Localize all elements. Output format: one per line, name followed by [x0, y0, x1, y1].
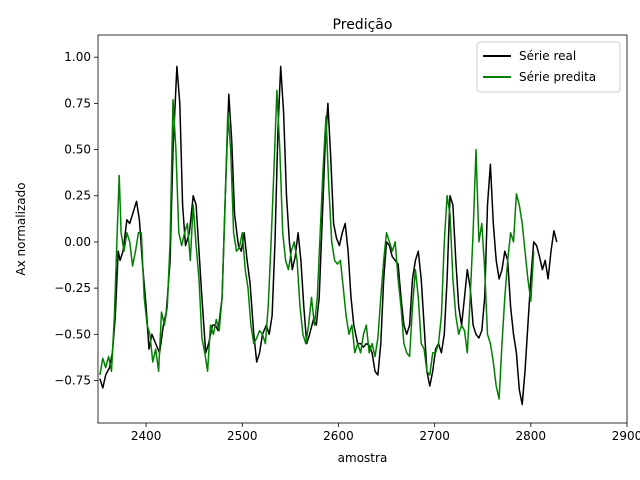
y-tick-label: 0.00: [64, 235, 91, 249]
x-tick-label: 2500: [227, 429, 258, 443]
legend-label-real: Série real: [519, 49, 576, 63]
legend-box: [476, 41, 621, 93]
y-tick-label: −0.25: [54, 281, 91, 295]
y-axis-label: Ax normalizado: [14, 182, 28, 275]
plot-area: [97, 34, 628, 424]
plot-frame: [97, 34, 628, 424]
y-tick-label: 0.75: [64, 96, 91, 110]
x-axis-label: amostra: [338, 451, 388, 465]
x-tick-label: 2700: [419, 429, 450, 443]
plot-background: [98, 35, 627, 423]
y-tick-label: 1.00: [64, 50, 91, 64]
y-axis-ticks: −0.75 −0.50 −0.25 0.00 0.25 0.50 0.75 1.00: [54, 50, 98, 388]
legend-label-predicted: Série predita: [519, 70, 596, 84]
x-tick-label: 2800: [516, 429, 547, 443]
chart-title: Predição: [333, 17, 393, 33]
y-tick-label: −0.50: [54, 327, 91, 341]
legend: Série real Série predita: [476, 41, 621, 93]
series-line-real: [99, 65, 558, 406]
x-axis-ticks: 2400 2500 2600 2700 2800 2900: [131, 423, 640, 443]
y-tick-label: 0.25: [64, 189, 91, 203]
series-line-predicted: [99, 89, 535, 400]
x-tick-label: 2400: [131, 429, 162, 443]
y-tick-label: −0.75: [54, 374, 91, 388]
x-tick-label: 2600: [323, 429, 354, 443]
x-tick-label: 2900: [612, 429, 640, 443]
y-tick-label: 0.50: [64, 143, 91, 157]
